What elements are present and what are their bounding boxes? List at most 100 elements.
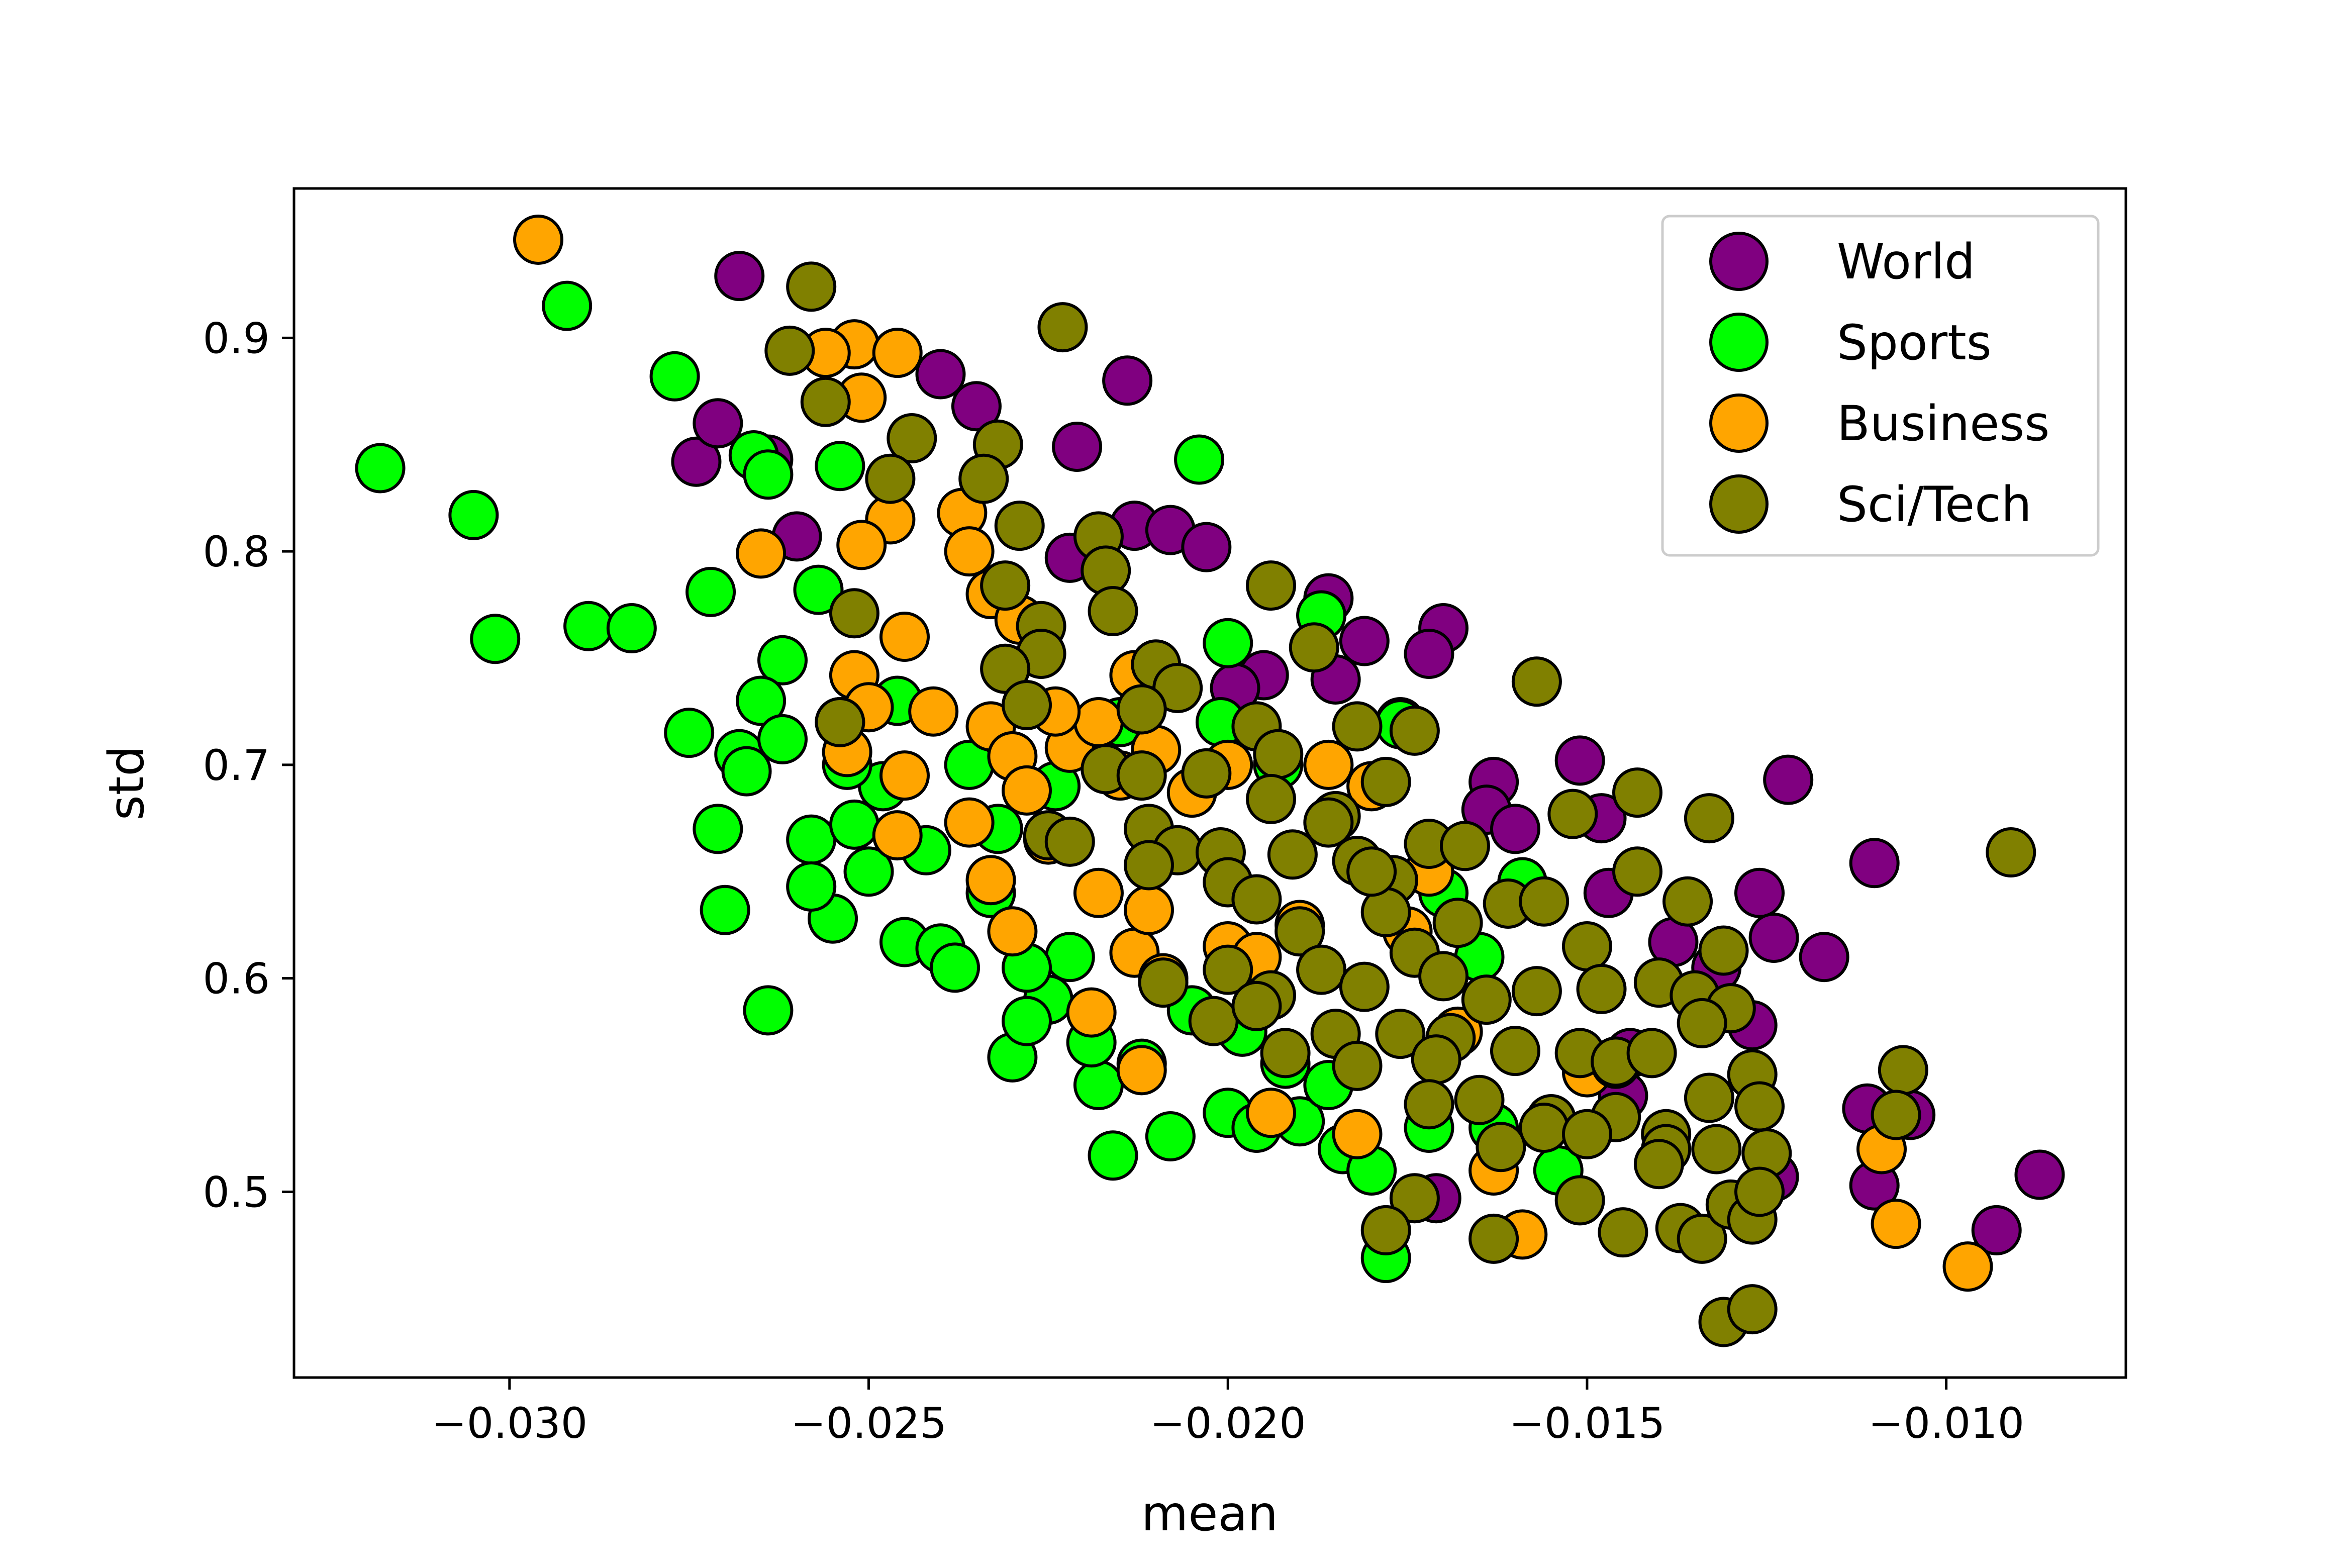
- data-point: [1246, 1088, 1296, 1138]
- data-point: [786, 814, 837, 865]
- data-point: [1275, 906, 1325, 957]
- data-points: [355, 214, 2065, 1347]
- data-point: [1971, 1205, 2022, 1255]
- data-point: [542, 280, 593, 331]
- data-point: [872, 328, 923, 378]
- data-point: [1626, 1028, 1677, 1079]
- data-point: [1203, 944, 1253, 995]
- series-sci-tech: [764, 261, 2036, 1347]
- data-point: [879, 612, 930, 662]
- data-point: [951, 381, 1002, 432]
- data-point: [1375, 1009, 1426, 1059]
- data-point: [958, 453, 1009, 504]
- data-point: [714, 251, 765, 302]
- y-tick-label: 0.6: [203, 954, 270, 1004]
- data-point: [1576, 963, 1627, 1014]
- data-point: [908, 686, 959, 737]
- legend-marker: [1709, 474, 1769, 534]
- data-point: [1002, 996, 1052, 1046]
- data-point: [786, 861, 837, 912]
- legend-marker: [1709, 232, 1769, 291]
- data-point: [1253, 729, 1304, 779]
- data-point: [1360, 1205, 1411, 1255]
- data-point: [915, 349, 966, 400]
- data-point: [736, 675, 787, 726]
- data-point: [1404, 1079, 1454, 1130]
- data-point: [815, 697, 865, 747]
- data-point: [786, 261, 837, 312]
- x-axis-label: mean: [1141, 1486, 1278, 1542]
- data-point: [1691, 1124, 1742, 1174]
- data-point: [872, 810, 923, 861]
- data-point: [843, 846, 894, 897]
- data-point: [693, 804, 743, 854]
- x-tick-label: −0.020: [1150, 1399, 1306, 1448]
- data-point: [1088, 1130, 1138, 1181]
- plot-frame: [292, 187, 2127, 1379]
- x-tick-label: −0.030: [431, 1399, 587, 1448]
- data-point: [1734, 1166, 1785, 1217]
- data-point: [1677, 1213, 1727, 1264]
- data-point: [1554, 1175, 1605, 1226]
- data-point: [1073, 697, 1124, 747]
- data-point: [1231, 874, 1282, 925]
- data-point: [664, 708, 715, 758]
- data-point: [1763, 754, 1814, 805]
- data-point: [1346, 846, 1397, 897]
- data-point: [1339, 961, 1390, 1012]
- data-point: [1404, 629, 1454, 679]
- data-point: [1303, 739, 1354, 790]
- data-point: [1102, 355, 1153, 406]
- data-point: [1116, 684, 1167, 735]
- data-point: [1612, 767, 1662, 818]
- data-point: [829, 799, 879, 850]
- data-point: [944, 526, 995, 577]
- data-point: [1871, 1090, 1921, 1140]
- y-tick-label: 0.7: [203, 741, 270, 790]
- data-point: [1871, 1199, 1921, 1249]
- data-point: [1547, 789, 1598, 839]
- data-point: [606, 603, 657, 654]
- data-point: [1454, 1074, 1505, 1125]
- data-point: [836, 520, 887, 570]
- data-point: [1511, 966, 1562, 1017]
- legend-label: World: [1837, 234, 1975, 290]
- x-tick-label: −0.025: [791, 1399, 947, 1448]
- data-point: [1734, 1081, 1785, 1132]
- data-point: [685, 566, 736, 617]
- y-tick-label: 0.8: [203, 527, 270, 576]
- data-point: [355, 443, 406, 494]
- data-point: [1612, 846, 1662, 897]
- data-point: [994, 501, 1045, 551]
- data-point: [1002, 765, 1052, 816]
- data-point: [1332, 701, 1383, 752]
- data-point: [513, 214, 563, 265]
- data-point: [1389, 1173, 1440, 1224]
- data-point: [1942, 1241, 1993, 1292]
- data-point: [1138, 957, 1189, 1008]
- data-point: [1360, 756, 1411, 807]
- data-point: [879, 750, 930, 801]
- legend-label: Sports: [1837, 315, 1992, 371]
- data-point: [649, 351, 700, 402]
- data-point: [1490, 1026, 1540, 1076]
- data-point: [1684, 1072, 1734, 1123]
- y-tick-label: 0.9: [203, 314, 270, 363]
- data-point: [1203, 618, 1253, 668]
- data-point: [1519, 1103, 1570, 1153]
- data-point: [1246, 560, 1296, 611]
- data-point: [1684, 793, 1734, 844]
- data-point: [1734, 867, 1785, 918]
- data-point: [815, 441, 865, 492]
- y-axis: 0.5 0.6 0.7 0.8 0.9: [203, 314, 294, 1217]
- data-point: [1124, 840, 1174, 891]
- x-tick-label: −0.010: [1868, 1399, 2024, 1448]
- data-point: [1116, 1045, 1167, 1096]
- data-point: [1260, 1028, 1311, 1079]
- data-point: [764, 325, 815, 376]
- data-point: [1303, 797, 1354, 848]
- x-axis: −0.030 −0.025 −0.020 −0.015 −0.010: [431, 1378, 2024, 1448]
- data-point: [693, 398, 743, 449]
- data-point: [1727, 1284, 1778, 1335]
- data-point: [1289, 622, 1339, 673]
